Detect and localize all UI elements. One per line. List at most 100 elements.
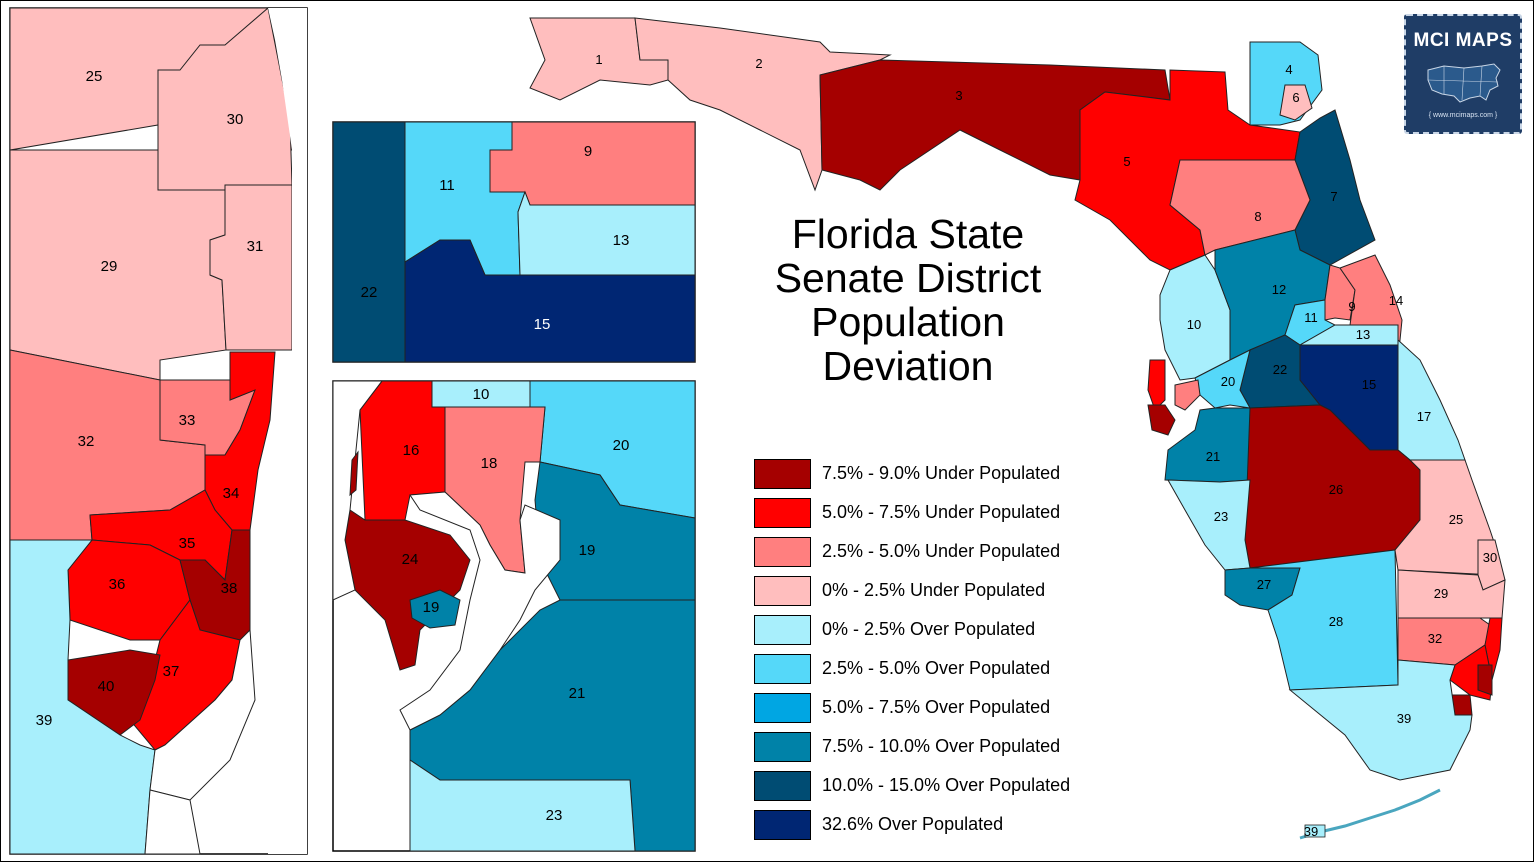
label-main-28: 28 (1329, 614, 1343, 629)
label-37: 37 (163, 663, 180, 680)
label-main-5: 5 (1123, 154, 1130, 169)
district-39 (1288, 659, 1473, 781)
label-29: 29 (101, 258, 118, 275)
legend-label: 7.5% - 10.0% Over Populated (822, 736, 1061, 756)
inset-central-florida (332, 121, 696, 363)
label-19: 19 (579, 542, 596, 559)
label-main-39-keys: 39 (1304, 824, 1318, 839)
district-21 (1164, 407, 1251, 483)
title-line-3: Population (811, 299, 1005, 345)
label-main-14: 14 (1389, 293, 1403, 308)
label-main-11: 11 (1304, 310, 1318, 325)
district-15-inset (404, 239, 696, 363)
district-23 (1167, 479, 1251, 571)
label-10: 10 (473, 386, 490, 403)
district-7 (1294, 109, 1376, 266)
label-23: 23 (546, 807, 563, 824)
label-25: 25 (86, 68, 103, 85)
label-main-39: 39 (1397, 711, 1411, 726)
label-40: 40 (98, 678, 115, 695)
label-main-26: 26 (1329, 482, 1343, 497)
label-13: 13 (613, 232, 630, 249)
legend-item: 32.6% Over Populated (754, 805, 1134, 844)
label-main-9: 9 (1348, 299, 1355, 314)
label-main-4: 4 (1285, 62, 1292, 77)
label-main-2: 2 (755, 56, 762, 71)
label-main-22: 22 (1273, 362, 1287, 377)
inset-south-labels: 25 30 31 29 33 32 34 35 36 38 37 40 39 (36, 68, 264, 729)
legend-swatch (754, 497, 811, 528)
legend-swatch (754, 536, 811, 567)
legend-item: 0% - 2.5% Over Populated (754, 610, 1134, 649)
label-main-30: 30 (1483, 550, 1497, 565)
main-map-labels: 1 2 3 4 6 5 7 8 12 9 14 10 11 13 22 15 2… (595, 52, 1497, 839)
district-3 (819, 59, 1171, 191)
legend-item: 2.5% - 5.0% Over Populated (754, 649, 1134, 688)
label-main-1: 1 (595, 52, 602, 67)
label-main-32: 32 (1428, 631, 1442, 646)
legend-label: 0% - 2.5% Under Populated (822, 580, 1046, 600)
label-main-3: 3 (955, 88, 962, 103)
legend-label: 2.5% - 5.0% Under Populated (822, 541, 1061, 561)
map-title: Florida State Senate District Population… (722, 212, 1094, 388)
label-39: 39 (36, 712, 53, 729)
legend: 7.5% - 9.0% Under Populated 5.0% - 7.5% … (754, 454, 1134, 844)
usa-map-icon (1427, 63, 1501, 103)
label-11: 11 (439, 177, 455, 194)
logo-url: { www.mcimaps.com } (1428, 112, 1498, 119)
legend-label: 5.0% - 7.5% Under Populated (822, 502, 1061, 522)
title-line-1: Florida State (791, 211, 1025, 257)
district-13 (1298, 324, 1399, 346)
label-22: 22 (361, 284, 378, 301)
label-21: 21 (569, 685, 586, 702)
legend-label: 7.5% - 9.0% Under Populated (822, 463, 1061, 483)
inset-southeast-florida (9, 7, 308, 855)
legend-item: 5.0% - 7.5% Over Populated (754, 688, 1134, 727)
district-19-inset-a (409, 589, 461, 629)
legend-label: 32.6% Over Populated (822, 814, 1004, 834)
legend-swatch (754, 731, 811, 762)
legend-label: 0% - 2.5% Over Populated (822, 619, 1036, 639)
legend-swatch (754, 653, 811, 684)
label-main-7: 7 (1330, 189, 1337, 204)
legend-swatch (754, 614, 811, 645)
label-15: 15 (534, 316, 551, 333)
label-36: 36 (109, 576, 126, 593)
legend-item: 10.0% - 15.0% Over Populated (754, 766, 1134, 805)
district-22-inset (332, 121, 406, 363)
main-florida-map (529, 17, 1506, 840)
label-main-23: 23 (1214, 509, 1228, 524)
label-main-12: 12 (1272, 282, 1286, 297)
label-18: 18 (481, 455, 498, 472)
legend-label: 5.0% - 7.5% Over Populated (822, 697, 1051, 717)
label-19b: 19 (423, 599, 440, 616)
title-line-2: Senate District (774, 255, 1042, 301)
label-34: 34 (223, 485, 240, 502)
district-24 (1147, 404, 1176, 436)
label-main-27: 27 (1257, 577, 1271, 592)
label-main-17: 17 (1417, 409, 1431, 424)
mci-maps-logo: MCI MAPS { www.mcimaps.com } (1404, 14, 1522, 134)
legend-item: 5.0% - 7.5% Under Populated (754, 493, 1134, 532)
legend-swatch (754, 458, 811, 489)
label-38: 38 (221, 580, 238, 597)
legend-label: 2.5% - 5.0% Over Populated (822, 658, 1051, 678)
label-main-25: 25 (1449, 512, 1463, 527)
label-main-21: 21 (1206, 449, 1220, 464)
legend-item: 0% - 2.5% Under Populated (754, 571, 1134, 610)
label-main-10: 10 (1187, 317, 1201, 332)
district-17 (1397, 338, 1466, 461)
title-line-4: Deviation (822, 343, 994, 389)
inset-central-labels: 9 11 13 22 15 (361, 143, 630, 333)
legend-swatch (754, 770, 811, 801)
legend-swatch (754, 809, 811, 840)
label-20: 20 (613, 437, 630, 454)
legend-swatch (754, 692, 811, 723)
label-35: 35 (179, 535, 196, 552)
district-23-inset (409, 759, 636, 852)
legend-item: 7.5% - 9.0% Under Populated (754, 454, 1134, 493)
district-18 (1174, 379, 1201, 411)
label-main-20: 20 (1221, 374, 1235, 389)
label-32: 32 (78, 433, 95, 450)
